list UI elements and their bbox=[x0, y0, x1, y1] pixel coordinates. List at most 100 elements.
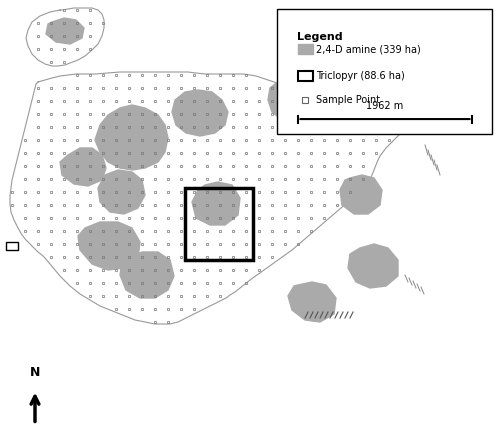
Point bbox=[229, 214, 237, 221]
Point bbox=[268, 188, 276, 195]
Point bbox=[99, 188, 107, 195]
Text: Legend: Legend bbox=[298, 32, 343, 42]
Point bbox=[125, 149, 133, 156]
Point bbox=[190, 280, 198, 287]
Point bbox=[294, 214, 302, 221]
Point bbox=[99, 201, 107, 208]
Point bbox=[281, 227, 289, 234]
Point bbox=[99, 175, 107, 182]
Point bbox=[359, 97, 367, 104]
Point bbox=[60, 123, 68, 130]
Point bbox=[164, 97, 172, 104]
Point bbox=[60, 214, 68, 221]
Point bbox=[268, 149, 276, 156]
Point bbox=[359, 110, 367, 117]
Point bbox=[151, 254, 159, 261]
Point bbox=[47, 45, 55, 52]
Point bbox=[86, 254, 94, 261]
Point bbox=[346, 84, 354, 91]
Point bbox=[86, 280, 94, 287]
Point bbox=[21, 162, 29, 169]
Point bbox=[307, 123, 315, 130]
Point bbox=[346, 188, 354, 195]
Point bbox=[60, 254, 68, 261]
Point bbox=[34, 19, 42, 26]
Point bbox=[112, 110, 120, 117]
Point bbox=[333, 123, 341, 130]
Point bbox=[229, 280, 237, 287]
Point bbox=[190, 267, 198, 274]
Point bbox=[281, 201, 289, 208]
Point bbox=[281, 214, 289, 221]
Point bbox=[229, 241, 237, 248]
Point bbox=[190, 306, 198, 313]
Point bbox=[203, 227, 211, 234]
Point bbox=[138, 123, 146, 130]
Polygon shape bbox=[60, 148, 106, 186]
Point bbox=[86, 201, 94, 208]
Point bbox=[203, 175, 211, 182]
Point bbox=[177, 84, 185, 91]
Point bbox=[203, 84, 211, 91]
Point bbox=[307, 136, 315, 143]
Point bbox=[112, 306, 120, 313]
Point bbox=[86, 293, 94, 300]
Point bbox=[398, 123, 406, 130]
Polygon shape bbox=[348, 244, 398, 288]
Point bbox=[190, 71, 198, 78]
Point bbox=[86, 32, 94, 39]
Point bbox=[333, 110, 341, 117]
Point bbox=[281, 97, 289, 104]
Point bbox=[359, 84, 367, 91]
Point bbox=[125, 214, 133, 221]
Point bbox=[320, 84, 328, 91]
Point bbox=[47, 241, 55, 248]
Point bbox=[320, 149, 328, 156]
Point bbox=[411, 97, 419, 104]
Point bbox=[151, 267, 159, 274]
Point bbox=[268, 97, 276, 104]
Point bbox=[385, 97, 393, 104]
Point bbox=[73, 97, 81, 104]
Point bbox=[268, 254, 276, 261]
Point bbox=[60, 241, 68, 248]
Point bbox=[164, 293, 172, 300]
Polygon shape bbox=[340, 175, 382, 214]
Point bbox=[73, 19, 81, 26]
Point bbox=[307, 214, 315, 221]
Point bbox=[346, 162, 354, 169]
Point bbox=[333, 84, 341, 91]
Point bbox=[190, 123, 198, 130]
Point bbox=[138, 241, 146, 248]
Point bbox=[86, 45, 94, 52]
Point bbox=[294, 97, 302, 104]
Point bbox=[125, 97, 133, 104]
Point bbox=[86, 71, 94, 78]
Bar bbox=[6, 242, 18, 250]
Point bbox=[294, 110, 302, 117]
Point bbox=[190, 162, 198, 169]
Point bbox=[73, 6, 81, 13]
Point bbox=[164, 123, 172, 130]
Point bbox=[229, 71, 237, 78]
Point bbox=[47, 254, 55, 261]
Point bbox=[359, 136, 367, 143]
Point bbox=[203, 267, 211, 274]
Point bbox=[86, 6, 94, 13]
Point bbox=[112, 188, 120, 195]
Point bbox=[138, 136, 146, 143]
Point bbox=[307, 110, 315, 117]
Point bbox=[73, 45, 81, 52]
Point bbox=[86, 123, 94, 130]
FancyBboxPatch shape bbox=[278, 9, 492, 134]
Point bbox=[99, 162, 107, 169]
Point bbox=[177, 97, 185, 104]
Point bbox=[21, 201, 29, 208]
Polygon shape bbox=[98, 170, 145, 214]
Point bbox=[242, 162, 250, 169]
Point bbox=[112, 241, 120, 248]
Point bbox=[47, 227, 55, 234]
Point bbox=[34, 110, 42, 117]
Point bbox=[164, 149, 172, 156]
Point bbox=[34, 214, 42, 221]
